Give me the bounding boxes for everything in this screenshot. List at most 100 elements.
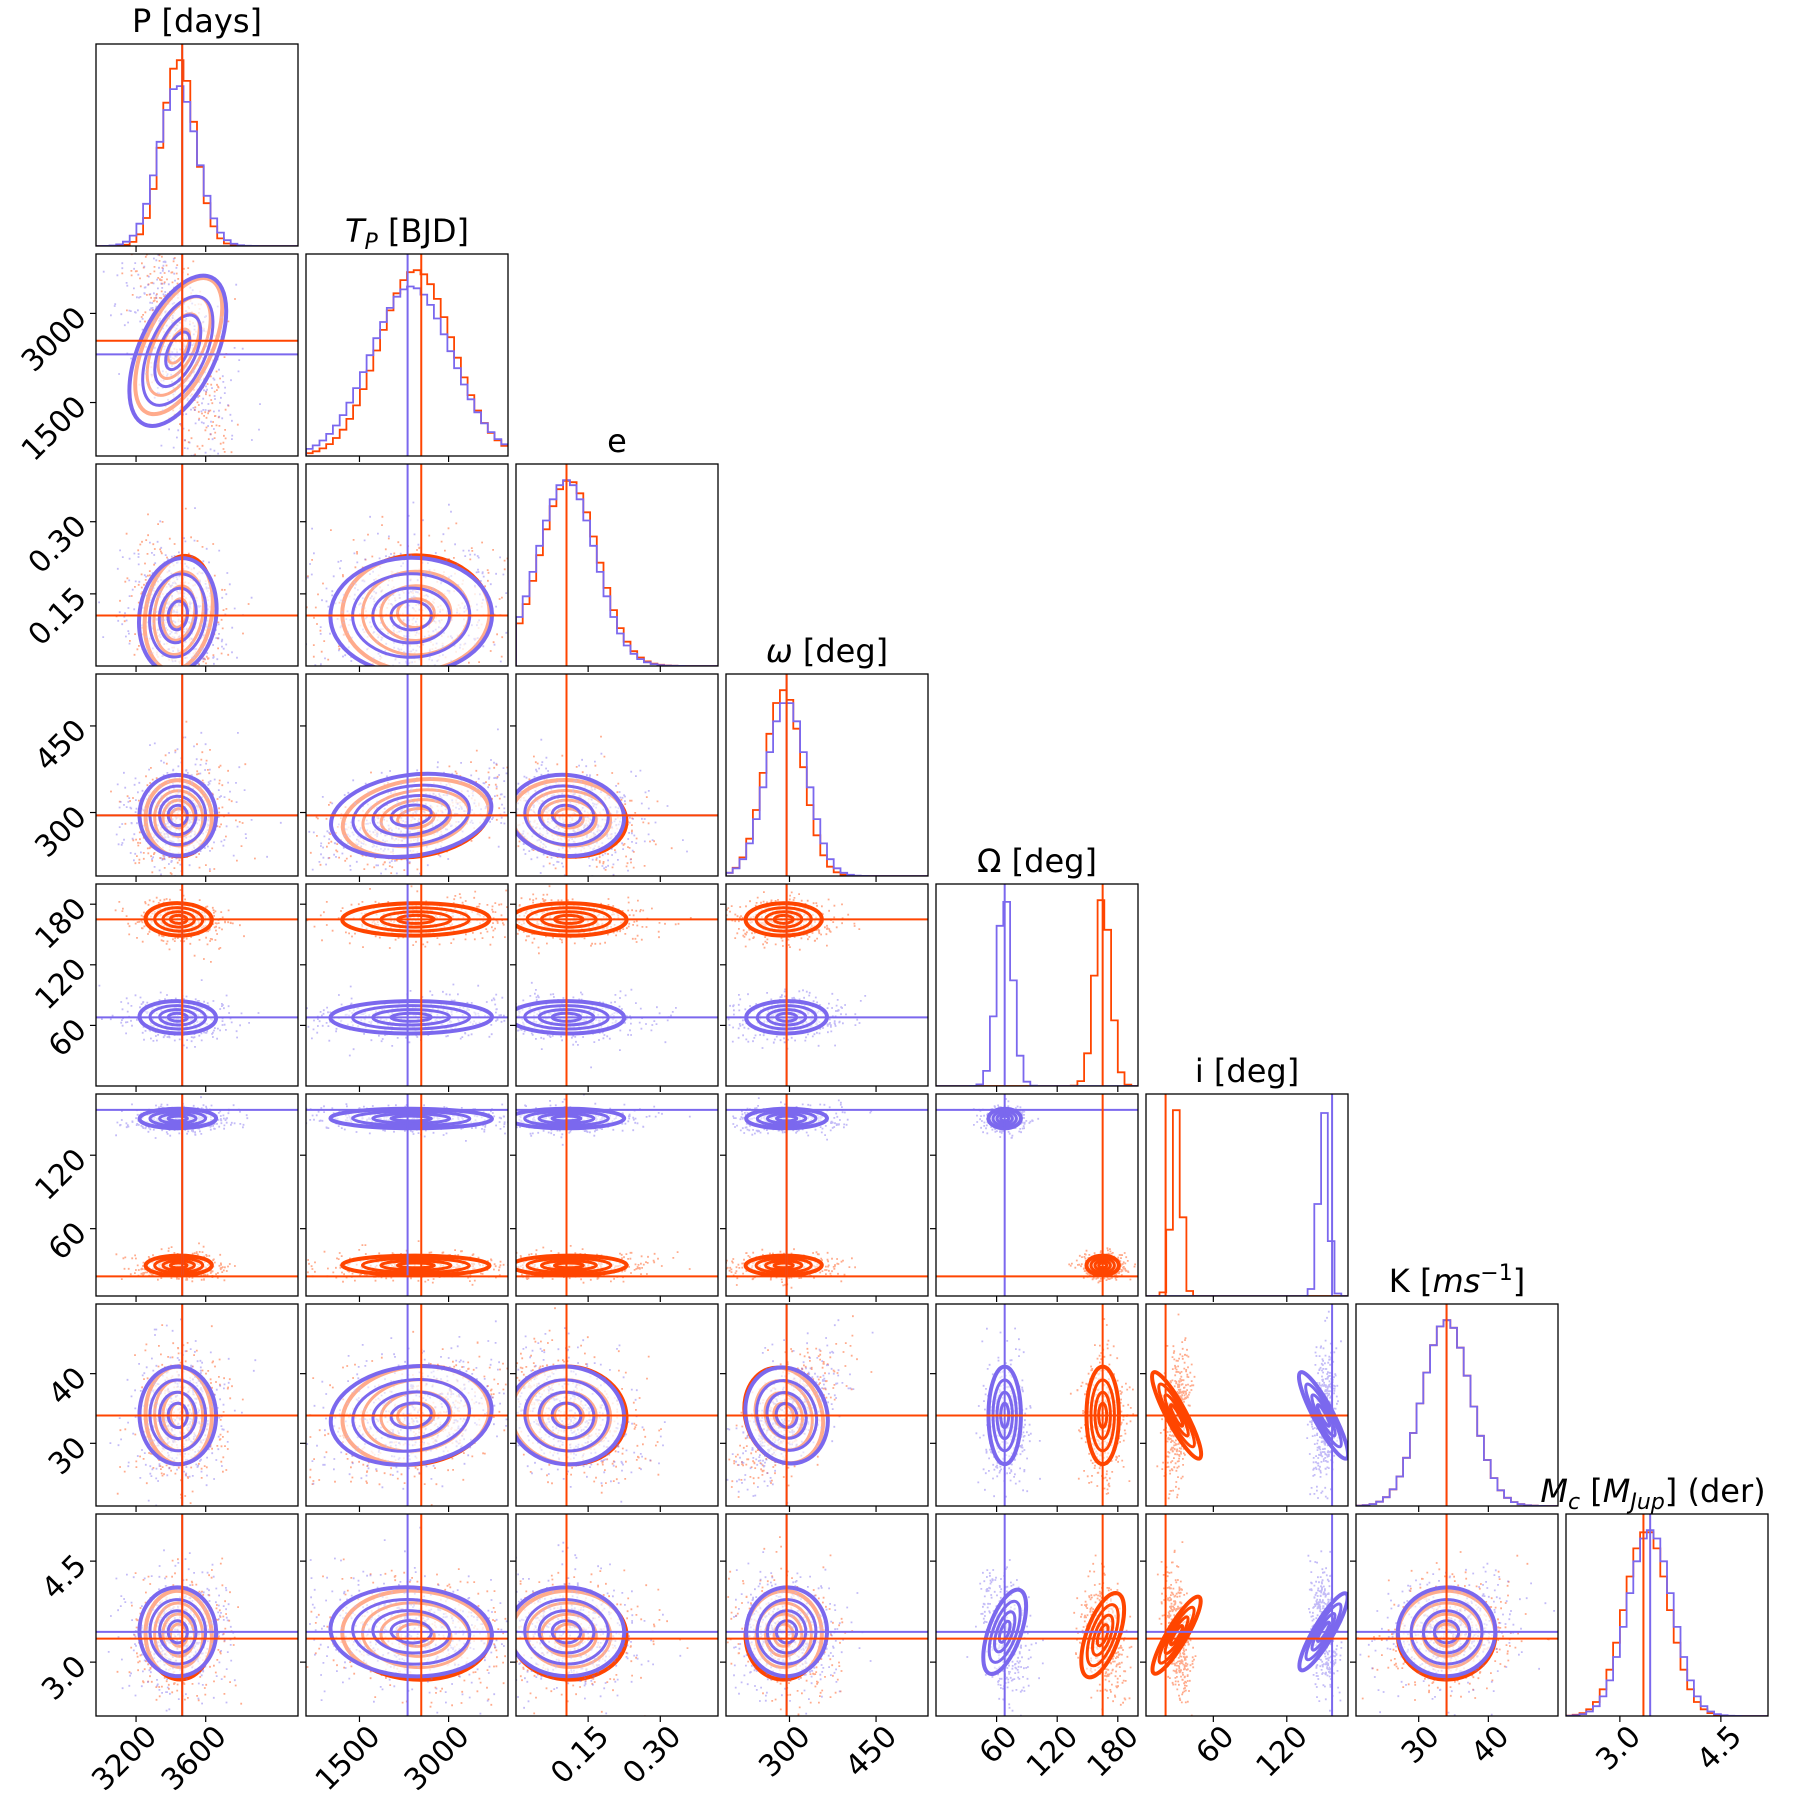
panel-Mc-vs-TP (306, 1514, 508, 1716)
density-contour (1304, 1602, 1343, 1662)
x-tick-label: 3200 (85, 1719, 164, 1798)
param-title-Omega: Ω [deg] (977, 842, 1097, 880)
density-contour (553, 1261, 585, 1270)
y-tick-label: 120 (28, 952, 93, 1017)
panel-frame (95, 253, 299, 457)
x-tick-label: 60 (1190, 1719, 1242, 1771)
panel-frame (725, 1513, 929, 1717)
x-tick-label: 3600 (155, 1719, 234, 1798)
density-contour (550, 803, 583, 828)
density-contour (1315, 1403, 1332, 1428)
density-contour (1157, 1382, 1196, 1449)
y-tick-label: 4.5 (35, 1548, 93, 1606)
density-contour (755, 1598, 818, 1666)
panel-frame (1355, 1513, 1559, 1717)
histogram-omega (726, 674, 928, 876)
panel-omega-vs-TP (306, 674, 508, 876)
density-contour (1169, 1624, 1185, 1647)
scatter-cloud (306, 515, 508, 666)
density-contour (148, 1598, 208, 1666)
density-contour (158, 1112, 198, 1125)
density-contour (166, 1114, 189, 1123)
x-tick-label: 300 (752, 1719, 817, 1784)
histogram-step (96, 85, 298, 246)
density-contour (148, 1109, 208, 1128)
scatter-cloud (115, 507, 250, 666)
histogram-K (1356, 1304, 1558, 1506)
y-tick-label: 60 (42, 1216, 94, 1268)
density-contour (997, 1619, 1012, 1644)
panel-frame (515, 673, 719, 877)
density-contour (158, 1609, 198, 1655)
density-contour (153, 313, 203, 389)
x-tick-label: 1500 (309, 1719, 388, 1798)
histogram-step (516, 479, 718, 666)
density-contour (1310, 1393, 1337, 1438)
panel-frame (515, 1303, 719, 1507)
panel-Omega-vs-P (96, 884, 298, 1086)
histogram-step (1566, 1531, 1768, 1716)
panel-frame (305, 883, 509, 1087)
density-contour (1409, 1598, 1484, 1666)
density-contour (389, 1401, 433, 1430)
panel-frame (95, 883, 299, 1087)
histogram-Mc (1566, 1514, 1768, 1716)
panel-K-vs-P (96, 1304, 298, 1506)
panel-frame (95, 463, 299, 667)
histogram-step (936, 899, 1138, 1086)
panel-K-vs-TP (306, 1304, 508, 1506)
density-contour (993, 1610, 1017, 1654)
y-tick-label: 450 (28, 713, 93, 778)
histogram-step (726, 702, 928, 876)
density-contour (537, 1390, 596, 1441)
density-contour (371, 1609, 452, 1655)
density-contour (371, 1112, 452, 1125)
x-tick-label: 450 (839, 1719, 904, 1784)
x-tick-label: 3000 (398, 1719, 477, 1798)
panel-frame (515, 883, 719, 1087)
scatter-cloud (1359, 1562, 1555, 1716)
y-tick-label: 0.30 (22, 509, 94, 581)
density-contour (1095, 1623, 1110, 1648)
panel-frame (1355, 1303, 1559, 1507)
density-contour (166, 599, 190, 632)
panel-Mc-vs-e (516, 1514, 718, 1716)
density-contour (523, 1378, 610, 1453)
panel-frame (935, 1513, 1139, 1717)
density-contour (754, 1256, 813, 1275)
param-title-K: K [ms−1] (1389, 1261, 1525, 1300)
y-tick-label: 120 (28, 1142, 93, 1207)
histogram-step (1356, 1319, 1558, 1506)
panel-i-vs-omega (726, 1094, 928, 1296)
panel-frame (935, 883, 1139, 1087)
panel-frame (1145, 1303, 1349, 1507)
density-contour (351, 1109, 472, 1128)
density-contour (987, 1599, 1022, 1664)
histogram-Omega (936, 884, 1138, 1086)
density-contour (772, 1261, 795, 1270)
panel-frame (515, 1513, 719, 1717)
x-tick-label: 120 (1020, 1719, 1085, 1784)
panel-Mc-vs-K (1356, 1514, 1558, 1716)
panel-frame (95, 43, 299, 247)
y-tick-label: 60 (42, 1012, 94, 1064)
y-tick-label: 1500 (15, 389, 94, 468)
density-contour (1168, 1403, 1185, 1428)
density-contour (153, 1256, 205, 1275)
y-tick-label: 30 (42, 1430, 94, 1482)
scatter-cloud (308, 1330, 508, 1506)
panel-frame (935, 1093, 1139, 1297)
x-tick-label: 30 (1395, 1719, 1447, 1771)
panel-i-vs-TP (306, 1094, 508, 1296)
density-contour (1304, 1382, 1343, 1449)
histogram-TP (306, 254, 508, 456)
panel-i-vs-Omega (936, 1094, 1138, 1296)
density-contour (523, 784, 610, 847)
density-contour (755, 1379, 819, 1452)
y-tick-label: 3000 (15, 300, 94, 379)
histogram-step (1146, 1112, 1348, 1296)
panel-Mc-vs-Omega (936, 1514, 1138, 1716)
histogram-e (516, 464, 718, 666)
density-contour (765, 1609, 808, 1655)
